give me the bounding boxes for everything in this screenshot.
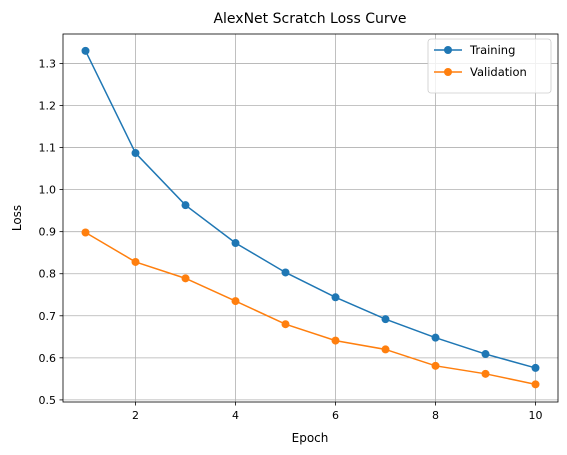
x-tick-label: 4 — [232, 409, 239, 422]
series-layer — [81, 46, 540, 389]
x-axis: 2 4 6 8 10 — [132, 402, 543, 422]
y-tick-label: 1.2 — [39, 99, 57, 112]
x-tick-label: 8 — [432, 409, 439, 422]
legend-item-training: Training — [434, 43, 515, 57]
data-point-training — [131, 149, 140, 158]
y-tick-label: 1.1 — [39, 142, 57, 155]
data-point-validation — [181, 274, 190, 283]
legend-box — [427, 38, 552, 94]
y-axis-label: Loss — [10, 205, 24, 231]
data-point-training — [81, 46, 90, 55]
data-point-training — [181, 201, 190, 210]
series-line-training — [84, 50, 536, 369]
data-point-training — [481, 350, 490, 359]
y-tick-label: 0.6 — [39, 352, 57, 365]
data-point-training — [381, 315, 390, 324]
x-tick-label: 10 — [529, 409, 543, 422]
x-tick-label: 2 — [132, 409, 139, 422]
data-point-validation — [231, 297, 240, 306]
data-point-training — [331, 293, 340, 302]
data-point-validation — [81, 228, 90, 237]
data-point-training — [281, 268, 290, 277]
data-point-training — [231, 239, 240, 248]
y-tick-label: 0.7 — [39, 310, 57, 323]
chart-title: AlexNet Scratch Loss Curve — [213, 11, 406, 27]
legend: Training Validation — [427, 38, 552, 94]
legend-marker-swatch — [444, 46, 452, 54]
data-point-validation — [281, 320, 290, 329]
data-point-validation — [381, 345, 390, 354]
legend-label: Validation — [470, 65, 527, 79]
x-axis-label: Epoch — [292, 431, 329, 445]
data-point-validation — [131, 257, 140, 266]
y-tick-label: 1.3 — [39, 57, 57, 70]
y-axis: 0.5 0.6 0.7 0.8 0.9 1.0 1.1 1.2 1.3 — [39, 57, 63, 407]
data-point-validation — [481, 369, 490, 378]
y-tick-label: 0.9 — [39, 226, 57, 239]
x-tick-label: 6 — [332, 409, 339, 422]
y-tick-label: 0.5 — [39, 394, 57, 407]
plot-frame — [62, 33, 559, 403]
legend-item-validation: Validation — [434, 65, 527, 79]
y-tick-label: 1.0 — [39, 184, 57, 197]
series-validation — [81, 228, 540, 389]
data-point-validation — [331, 336, 340, 345]
data-point-training — [531, 363, 540, 372]
y-tick-label: 0.8 — [39, 268, 57, 281]
legend-marker-swatch — [444, 68, 452, 76]
data-point-validation — [531, 380, 540, 389]
legend-label: Training — [469, 43, 515, 57]
series-line-validation — [85, 231, 536, 386]
data-point-training — [431, 333, 440, 342]
data-point-validation — [431, 361, 440, 370]
series-training — [81, 46, 540, 372]
